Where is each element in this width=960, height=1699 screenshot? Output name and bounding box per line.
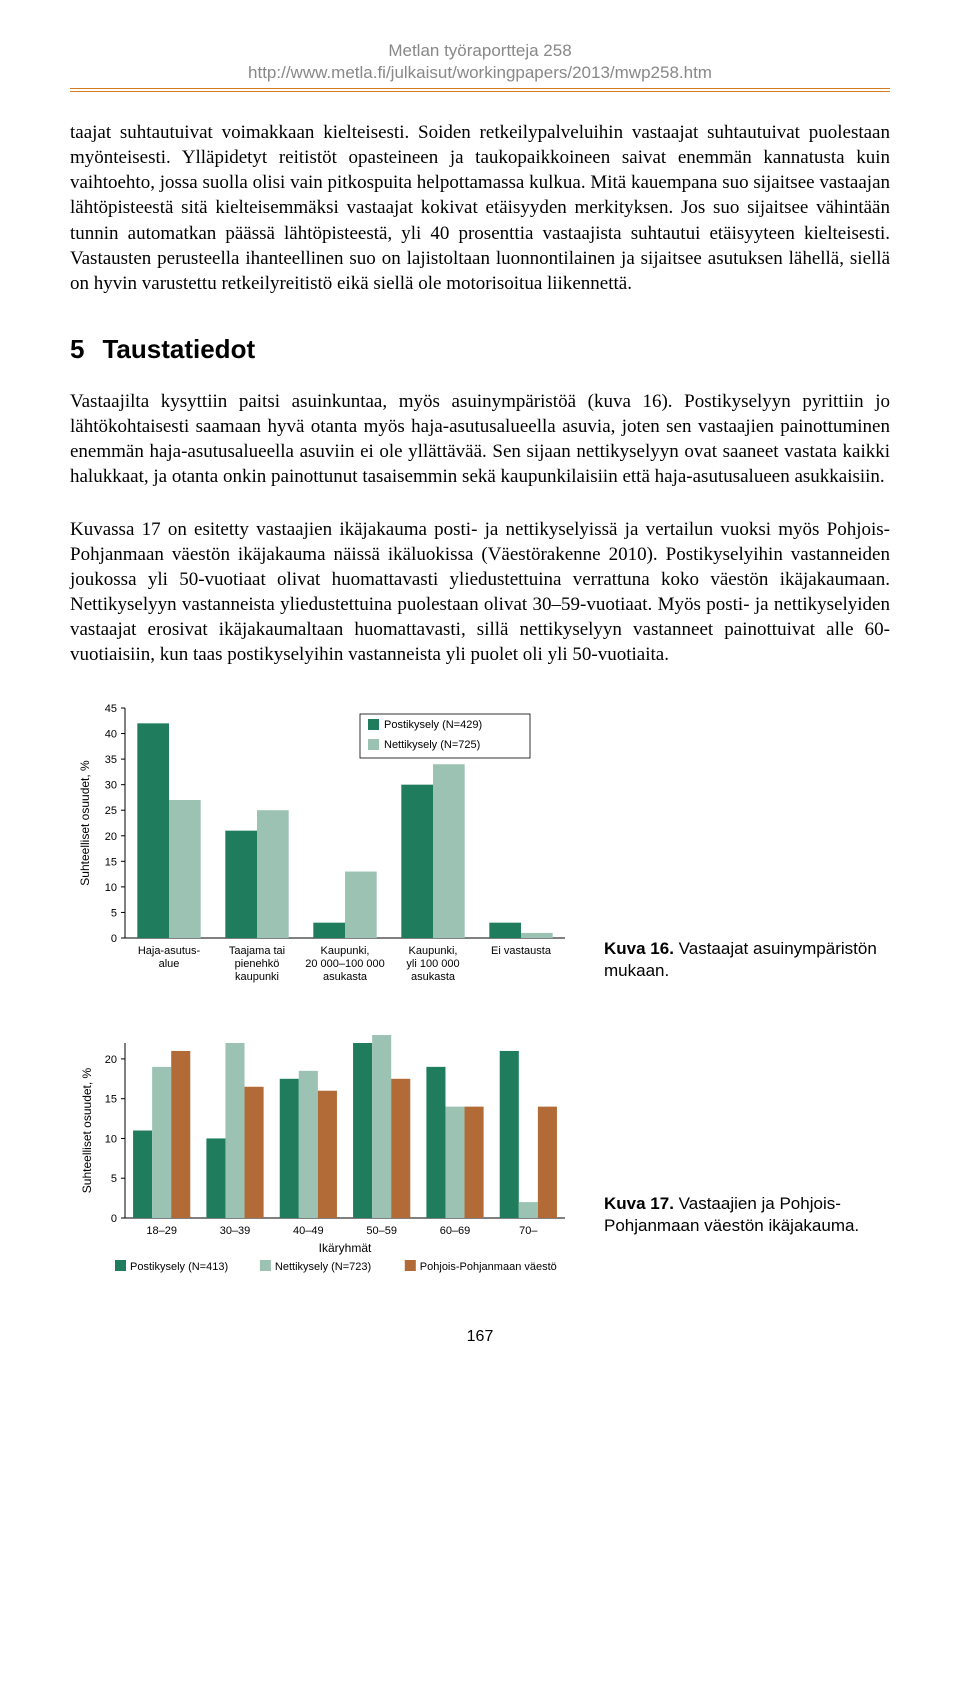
svg-text:pienehkö: pienehkö (235, 958, 280, 970)
svg-text:yli 100 000: yli 100 000 (406, 958, 459, 970)
svg-text:Nettikysely (N=725): Nettikysely (N=725) (384, 739, 480, 751)
svg-text:70–: 70– (519, 1225, 538, 1237)
svg-text:5: 5 (111, 1173, 117, 1185)
svg-text:15: 15 (105, 856, 117, 868)
caption-17: Kuva 17. Vastaajien ja Pohjois-Pohjanmaa… (604, 1193, 890, 1297)
report-title: Metlan työraportteja 258 (70, 40, 890, 62)
svg-text:40–49: 40–49 (293, 1225, 324, 1237)
section-title: Taustatiedot (102, 334, 255, 364)
svg-text:Suhteelliset osuudet, %: Suhteelliset osuudet, % (80, 1067, 94, 1193)
svg-text:35: 35 (105, 754, 117, 766)
svg-text:30: 30 (105, 779, 117, 791)
svg-text:60–69: 60–69 (440, 1225, 471, 1237)
svg-text:40: 40 (105, 728, 117, 740)
chart-17: 0 5 10 15 20 Suhteelliset osuudet, % 18–29 30–3… (70, 1033, 580, 1298)
chart-16: 0 5 10 15 20 25 30 35 40 45 Suhteelliset osuudet, … (70, 698, 580, 1003)
svg-text:Ikäryhmät: Ikäryhmät (319, 1241, 372, 1255)
svg-text:45: 45 (105, 703, 117, 715)
svg-text:Taajama tai: Taajama tai (229, 945, 285, 957)
caption-16-label: Kuva 16. (604, 939, 674, 958)
svg-text:0: 0 (111, 933, 117, 945)
paragraph-2: Vastaajilta kysyttiin paitsi asuinkuntaa… (70, 389, 890, 489)
svg-text:Haja-asutus-: Haja-asutus- (138, 945, 201, 957)
svg-text:20 000–100 000: 20 000–100 000 (305, 958, 385, 970)
section-number: 5 (70, 334, 84, 365)
svg-text:alue: alue (159, 958, 180, 970)
svg-text:15: 15 (105, 1093, 117, 1105)
page-number: 167 (70, 1328, 890, 1346)
svg-text:18–29: 18–29 (146, 1225, 177, 1237)
svg-text:Pohjois-Pohjanmaan väestö: Pohjois-Pohjanmaan väestö (420, 1261, 557, 1273)
report-url: http://www.metla.fi/julkaisut/workingpap… (70, 62, 890, 84)
svg-text:30–39: 30–39 (220, 1225, 251, 1237)
header-rule (70, 88, 890, 92)
paragraph-3: Kuvassa 17 on esitetty vastaajien ikäjak… (70, 517, 890, 667)
report-header: Metlan työraportteja 258 http://www.metl… (70, 40, 890, 84)
caption-16: Kuva 16. Vastaajat asuinympäristön mukaa… (604, 938, 890, 1002)
svg-text:50–59: 50–59 (366, 1225, 397, 1237)
section-heading: 5 Taustatiedot (70, 334, 890, 365)
svg-text:Kaupunki,: Kaupunki, (409, 945, 458, 957)
svg-text:5: 5 (111, 907, 117, 919)
svg-text:10: 10 (105, 881, 117, 893)
svg-text:20: 20 (105, 1053, 117, 1065)
svg-text:kaupunki: kaupunki (235, 971, 279, 983)
svg-text:Ei vastausta: Ei vastausta (491, 945, 552, 957)
svg-text:asukasta: asukasta (411, 971, 456, 983)
svg-text:Postikysely (N=413): Postikysely (N=413) (130, 1261, 228, 1273)
svg-text:20: 20 (105, 830, 117, 842)
svg-text:Kaupunki,: Kaupunki, (321, 945, 370, 957)
svg-text:Postikysely (N=429): Postikysely (N=429) (384, 719, 482, 731)
svg-text:10: 10 (105, 1133, 117, 1145)
caption-17-label: Kuva 17. (604, 1194, 674, 1213)
svg-text:Nettikysely (N=723): Nettikysely (N=723) (275, 1261, 371, 1273)
svg-text:25: 25 (105, 805, 117, 817)
svg-text:asukasta: asukasta (323, 971, 368, 983)
svg-text:Suhteelliset osuudet, %: Suhteelliset osuudet, % (78, 759, 92, 885)
svg-text:0: 0 (111, 1213, 117, 1225)
paragraph-1: taajat suhtautuivat voimakkaan kielteise… (70, 120, 890, 296)
